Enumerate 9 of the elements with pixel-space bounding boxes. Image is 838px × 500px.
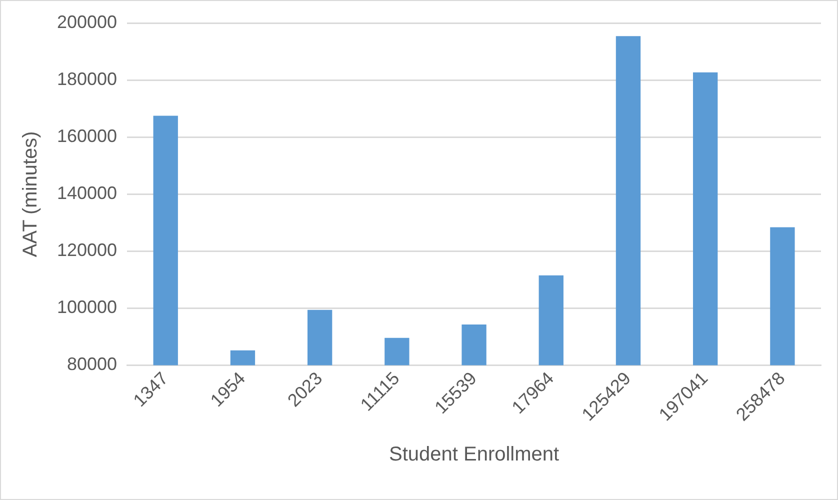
y-tick-label: 100000 — [56, 297, 118, 318]
y-tick-label: 160000 — [56, 126, 118, 146]
y-tick-label: 140000 — [56, 183, 118, 204]
y-axis-title: AAT (minutes) — [20, 131, 42, 258]
y-tick-label: 180000 — [56, 69, 118, 90]
x-axis-title: Student Enrollment — [388, 444, 560, 466]
y-tick-label: 120000 — [56, 240, 118, 260]
y-tick-label: 80000 — [67, 354, 118, 374]
y-tick-label: 200000 — [56, 12, 118, 32]
